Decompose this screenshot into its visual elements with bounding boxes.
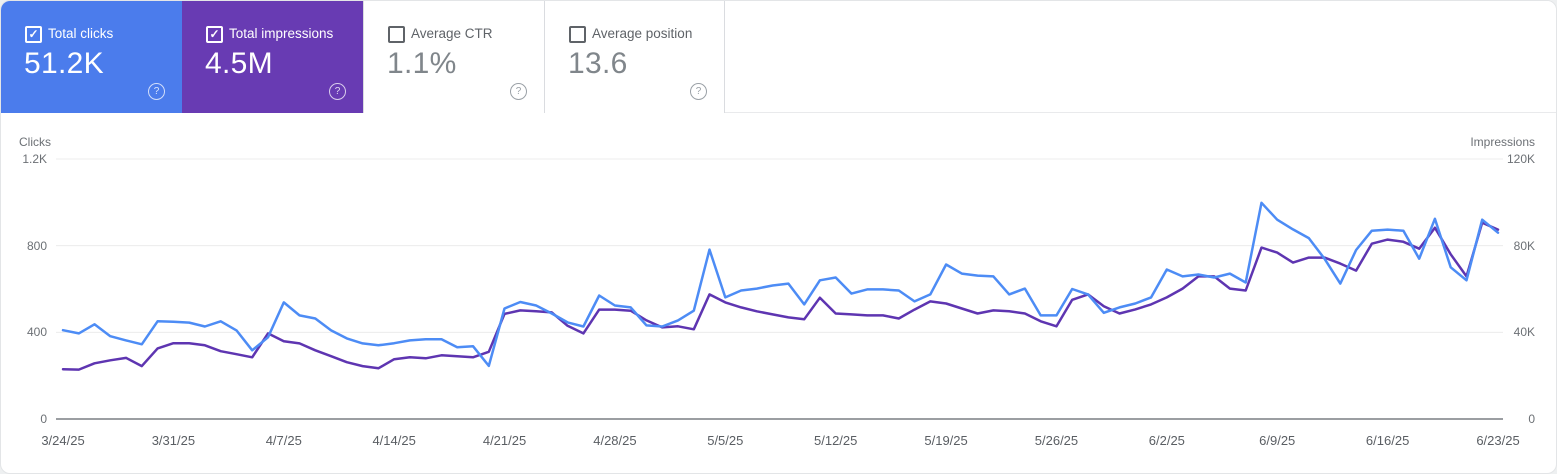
right-axis-title: Impressions — [1470, 135, 1535, 149]
x-axis-tick: 4/28/25 — [593, 433, 637, 448]
x-axis-tick: 4/7/25 — [265, 433, 302, 448]
y-axis-tick-left: 0 — [40, 412, 47, 426]
performance-chart[interactable] — [1, 113, 1556, 473]
x-axis-tick: 6/23/25 — [1476, 433, 1520, 448]
metric-cards-row: ✓ Total clicks 51.2K ? ✓ Total impressio… — [1, 1, 1556, 113]
average-ctr-label: Average CTR — [411, 26, 493, 41]
help-icon[interactable]: ? — [510, 83, 527, 100]
average-position-card[interactable]: Average position 13.6 ? — [544, 1, 725, 113]
y-axis-tick-left: 400 — [26, 325, 47, 340]
x-axis-tick: 5/19/25 — [924, 433, 968, 448]
average-position-label: Average position — [592, 26, 693, 41]
total-clicks-line — [61, 201, 1500, 368]
total-impressions-card[interactable]: ✓ Total impressions 4.5M ? — [182, 1, 363, 113]
x-axis-tick: 5/5/25 — [707, 433, 744, 448]
y-axis-tick-right: 0 — [1528, 412, 1535, 426]
y-axis-tick-right: 80K — [1513, 238, 1535, 253]
average-ctr-card[interactable]: Average CTR 1.1% ? — [363, 1, 544, 113]
y-axis-tick-right: 40K — [1513, 325, 1535, 340]
x-axis-tick: 6/16/25 — [1365, 433, 1410, 448]
x-axis-tick: 5/26/25 — [1034, 433, 1079, 448]
y-axis-tick-left: 800 — [26, 238, 47, 253]
total-impressions-checkbox[interactable]: ✓ — [206, 26, 223, 43]
total-clicks-value: 51.2K — [24, 47, 104, 80]
y-axis-tick-right: 120K — [1506, 152, 1535, 166]
total-clicks-checkbox[interactable]: ✓ — [25, 26, 42, 43]
x-axis-tick: 5/12/25 — [814, 433, 858, 448]
help-icon[interactable]: ? — [148, 83, 165, 100]
help-icon[interactable]: ? — [329, 83, 346, 100]
total-impressions-label: Total impressions — [229, 26, 334, 41]
x-axis-tick: 3/31/25 — [151, 433, 196, 448]
total-impressions-value: 4.5M — [205, 47, 273, 80]
y-axis-tick-left: 1.2K — [22, 152, 47, 166]
total-clicks-card[interactable]: ✓ Total clicks 51.2K ? — [1, 1, 182, 113]
left-axis-title: Clicks — [19, 135, 51, 149]
x-axis-tick: 3/24/25 — [41, 433, 85, 448]
x-axis-tick: 6/9/25 — [1259, 433, 1296, 448]
total-clicks-label: Total clicks — [48, 26, 114, 41]
x-axis-tick: 6/2/25 — [1148, 433, 1185, 448]
help-icon[interactable]: ? — [690, 83, 707, 100]
average-position-value: 13.6 — [568, 47, 628, 80]
x-axis-tick: 4/14/25 — [372, 433, 416, 448]
total-impressions-line — [61, 221, 1500, 371]
average-ctr-value: 1.1% — [387, 47, 457, 80]
average-ctr-checkbox[interactable] — [388, 26, 405, 43]
average-position-checkbox[interactable] — [569, 26, 586, 43]
x-axis-tick: 4/21/25 — [482, 433, 527, 448]
